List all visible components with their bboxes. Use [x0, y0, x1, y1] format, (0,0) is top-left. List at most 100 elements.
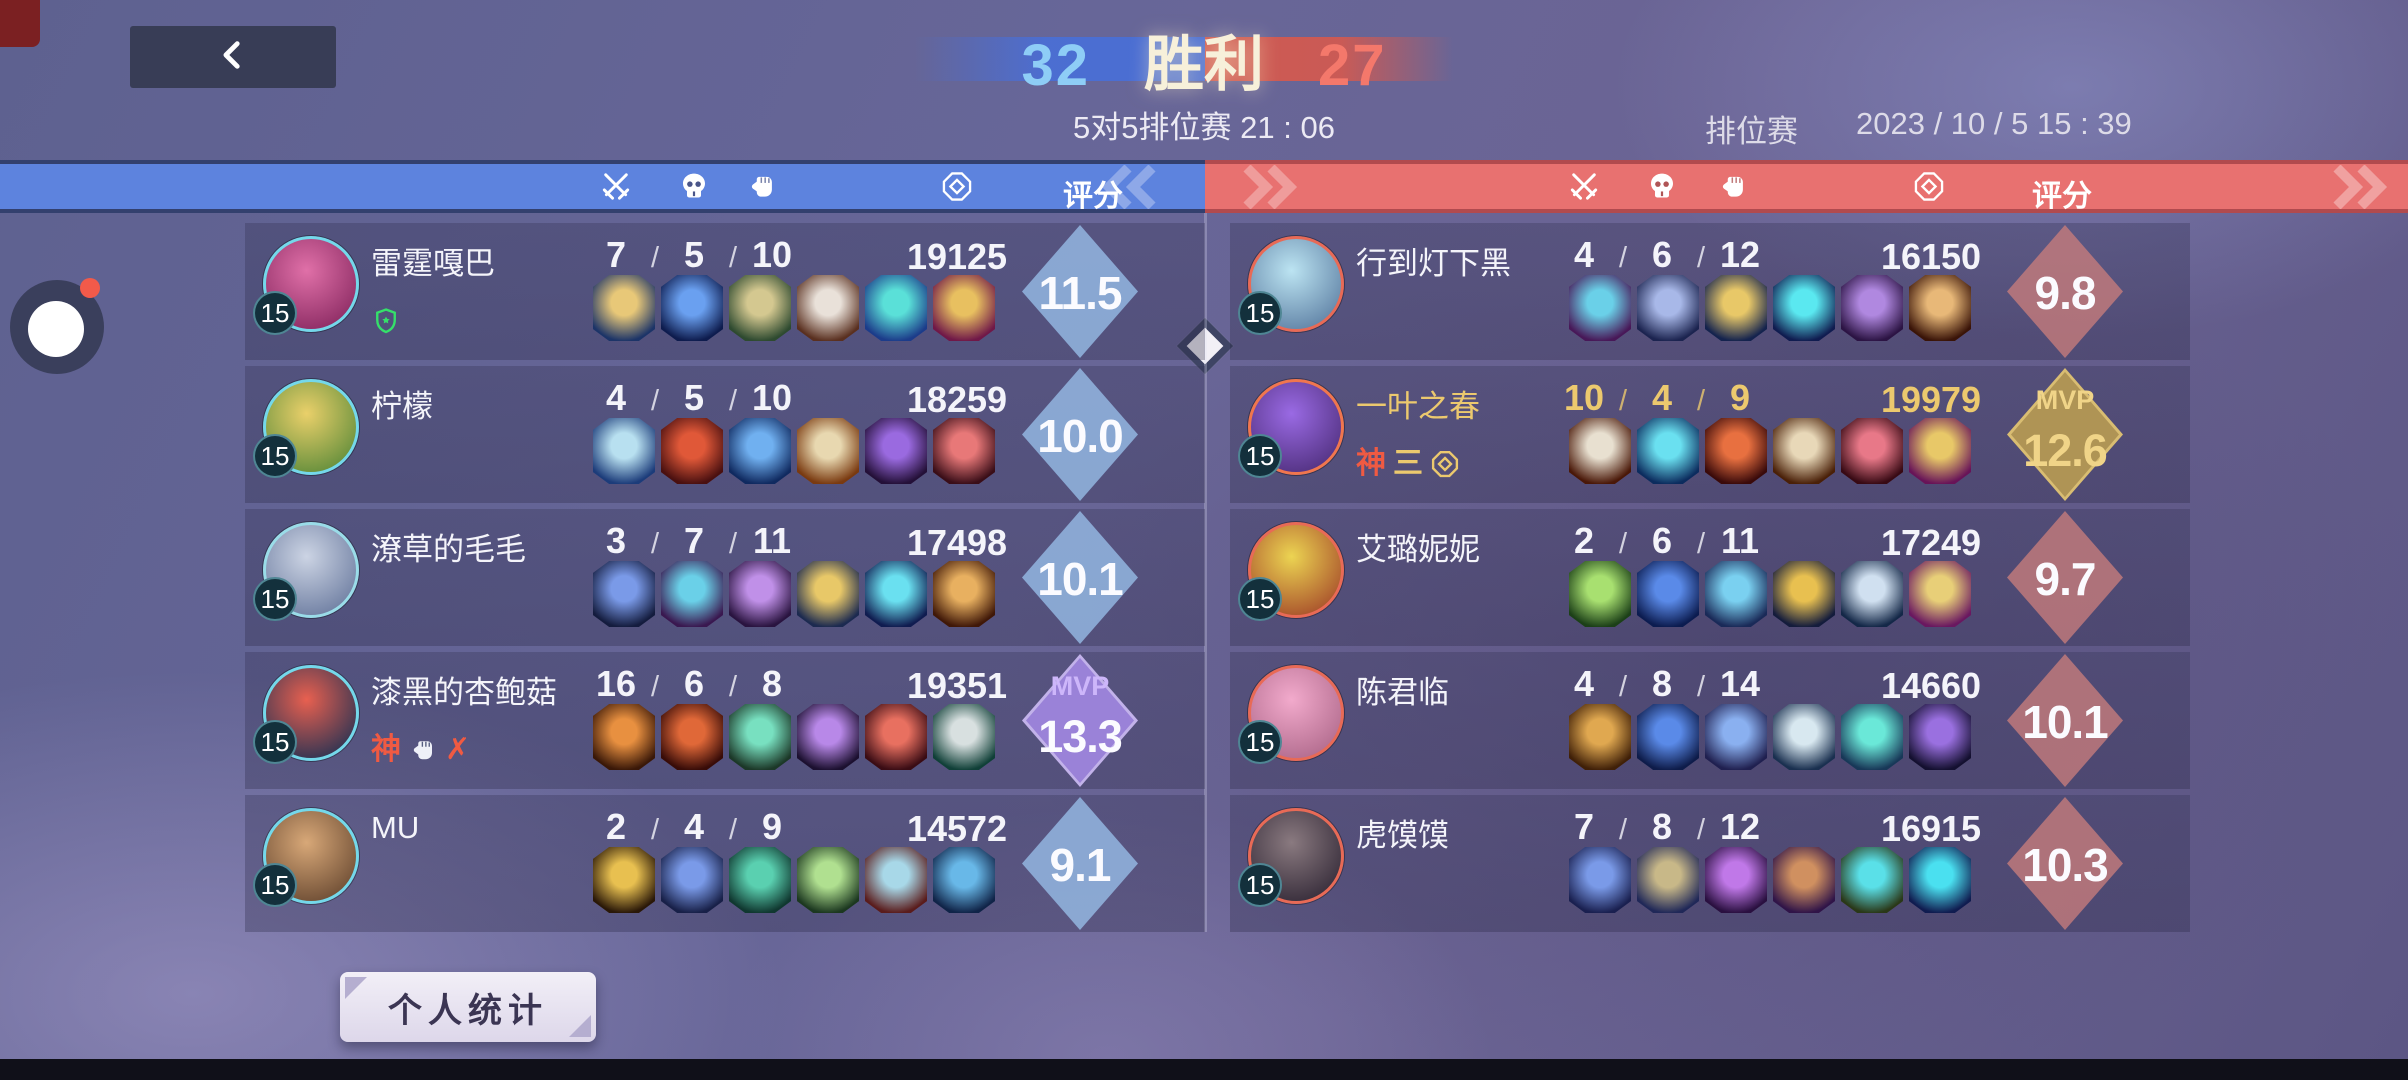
badge-glyph: 三: [1393, 447, 1423, 480]
item-icon[interactable]: [1705, 704, 1767, 770]
item-icon[interactable]: [933, 418, 995, 484]
back-chevron-icon: [216, 38, 250, 77]
item-icon[interactable]: [661, 275, 723, 341]
item-icon[interactable]: [1773, 275, 1835, 341]
badge-glyph: 神: [1356, 447, 1386, 480]
item-icon[interactable]: [797, 704, 859, 770]
item-icon[interactable]: [1773, 418, 1835, 484]
player-row[interactable]: 15 潦草的毛毛 3 / 7 / 11 17498 10.1: [245, 509, 1205, 646]
kda-number: 6: [1651, 234, 1673, 275]
rating-diamond: 9.1: [1022, 797, 1138, 930]
rating-diamond: 10.1: [1022, 511, 1138, 644]
item-icon[interactable]: [797, 418, 859, 484]
player-row[interactable]: 15 陈君临 4 / 8 / 14 14660 10.1: [1230, 652, 2190, 789]
player-avatar[interactable]: [1248, 808, 1344, 904]
item-icon[interactable]: [797, 275, 859, 341]
item-icon[interactable]: [1909, 275, 1971, 341]
rating-value: 9.1: [1049, 839, 1112, 891]
player-avatar[interactable]: [1248, 665, 1344, 761]
item-icon[interactable]: [933, 847, 995, 913]
item-icon[interactable]: [593, 704, 655, 770]
item-icon[interactable]: [1637, 847, 1699, 913]
item-icon[interactable]: [1909, 847, 1971, 913]
item-icon[interactable]: [1909, 704, 1971, 770]
mvp-badge: MVP: [2035, 385, 2095, 415]
item-icon[interactable]: [1841, 561, 1903, 627]
item-icon[interactable]: [1569, 275, 1631, 341]
level-badge: 15: [253, 720, 297, 764]
item-icon[interactable]: [593, 275, 655, 341]
item-icon[interactable]: [865, 275, 927, 341]
kda-slash: /: [1696, 671, 1706, 703]
kda-number: 12: [1719, 806, 1761, 847]
floating-assistant-button[interactable]: [10, 278, 104, 374]
item-icon[interactable]: [865, 418, 927, 484]
item-icon[interactable]: [865, 847, 927, 913]
item-icon[interactable]: [661, 561, 723, 627]
item-icon[interactable]: [797, 847, 859, 913]
item-icon[interactable]: [797, 561, 859, 627]
item-icon[interactable]: [729, 704, 791, 770]
fist-icon: [746, 170, 779, 203]
kda-value: 4 / 5 / 10: [583, 377, 805, 419]
item-list: [593, 275, 995, 341]
item-icon[interactable]: [661, 418, 723, 484]
item-icon[interactable]: [729, 275, 791, 341]
item-icon[interactable]: [1773, 847, 1835, 913]
item-icon[interactable]: [933, 275, 995, 341]
item-icon[interactable]: [1705, 561, 1767, 627]
item-icon[interactable]: [1909, 561, 1971, 627]
level-badge: 15: [1238, 434, 1282, 478]
item-icon[interactable]: [729, 847, 791, 913]
player-row[interactable]: 15 MU 2 / 4 / 9 14572 9.1: [245, 795, 1205, 932]
item-icon[interactable]: [1841, 704, 1903, 770]
item-icon[interactable]: [1569, 704, 1631, 770]
bottom-letterbox: [0, 1059, 2408, 1080]
item-icon[interactable]: [1773, 561, 1835, 627]
item-icon[interactable]: [933, 704, 995, 770]
kda-slash: /: [728, 242, 738, 274]
item-icon[interactable]: [1637, 704, 1699, 770]
item-icon[interactable]: [1705, 418, 1767, 484]
item-icon[interactable]: [1637, 561, 1699, 627]
item-icon[interactable]: [1705, 847, 1767, 913]
item-icon[interactable]: [593, 847, 655, 913]
left-chevrons-icon: [1101, 165, 1156, 209]
item-icon[interactable]: [1705, 275, 1767, 341]
player-row[interactable]: 15 柠檬 4 / 5 / 10 18259 10.0: [245, 366, 1205, 503]
player-row[interactable]: 15 艾璐妮妮 2 / 6 / 11 17249 9.7: [1230, 509, 2190, 646]
player-avatar[interactable]: [1248, 379, 1344, 475]
item-icon[interactable]: [865, 561, 927, 627]
item-icon[interactable]: [1773, 704, 1835, 770]
item-icon[interactable]: [1569, 418, 1631, 484]
item-icon[interactable]: [661, 847, 723, 913]
item-icon[interactable]: [593, 418, 655, 484]
player-row[interactable]: 15 行到灯下黑 4 / 6 / 12 16150 9.8: [1230, 223, 2190, 360]
back-button[interactable]: [130, 26, 336, 88]
personal-stats-button[interactable]: 个人统计: [340, 972, 596, 1042]
item-icon[interactable]: [729, 561, 791, 627]
item-icon[interactable]: [865, 704, 927, 770]
player-avatar[interactable]: [263, 379, 359, 475]
player-row[interactable]: 15 漆黑的杏鲍菇神 ✗ 16/6/8 19351 MVP 13.3: [245, 652, 1205, 789]
player-row[interactable]: 15 虎馍馍 7 / 8 / 12 16915 10.3: [1230, 795, 2190, 932]
item-icon[interactable]: [1569, 561, 1631, 627]
item-icon[interactable]: [1841, 275, 1903, 341]
crossed-swords-icon: [1568, 170, 1601, 203]
item-icon[interactable]: [1909, 418, 1971, 484]
player-avatar[interactable]: [263, 522, 359, 618]
kda-number: 14: [1719, 663, 1761, 704]
kda-slash: /: [728, 528, 738, 560]
item-icon[interactable]: [933, 561, 995, 627]
item-icon[interactable]: [729, 418, 791, 484]
item-icon[interactable]: [593, 561, 655, 627]
item-icon[interactable]: [661, 704, 723, 770]
item-icon[interactable]: [1637, 418, 1699, 484]
player-row[interactable]: 15 雷霆嘎巴 7 / 5 / 10 19125 11.5: [245, 223, 1205, 360]
item-icon[interactable]: [1841, 847, 1903, 913]
item-icon[interactable]: [1569, 847, 1631, 913]
player-row[interactable]: 15 一叶之春神三 10 / 4 / 9 19979 MVP 12.6: [1230, 366, 2190, 503]
player-name: 行到灯下黑: [1356, 246, 1511, 281]
item-icon[interactable]: [1841, 418, 1903, 484]
item-icon[interactable]: [1637, 275, 1699, 341]
